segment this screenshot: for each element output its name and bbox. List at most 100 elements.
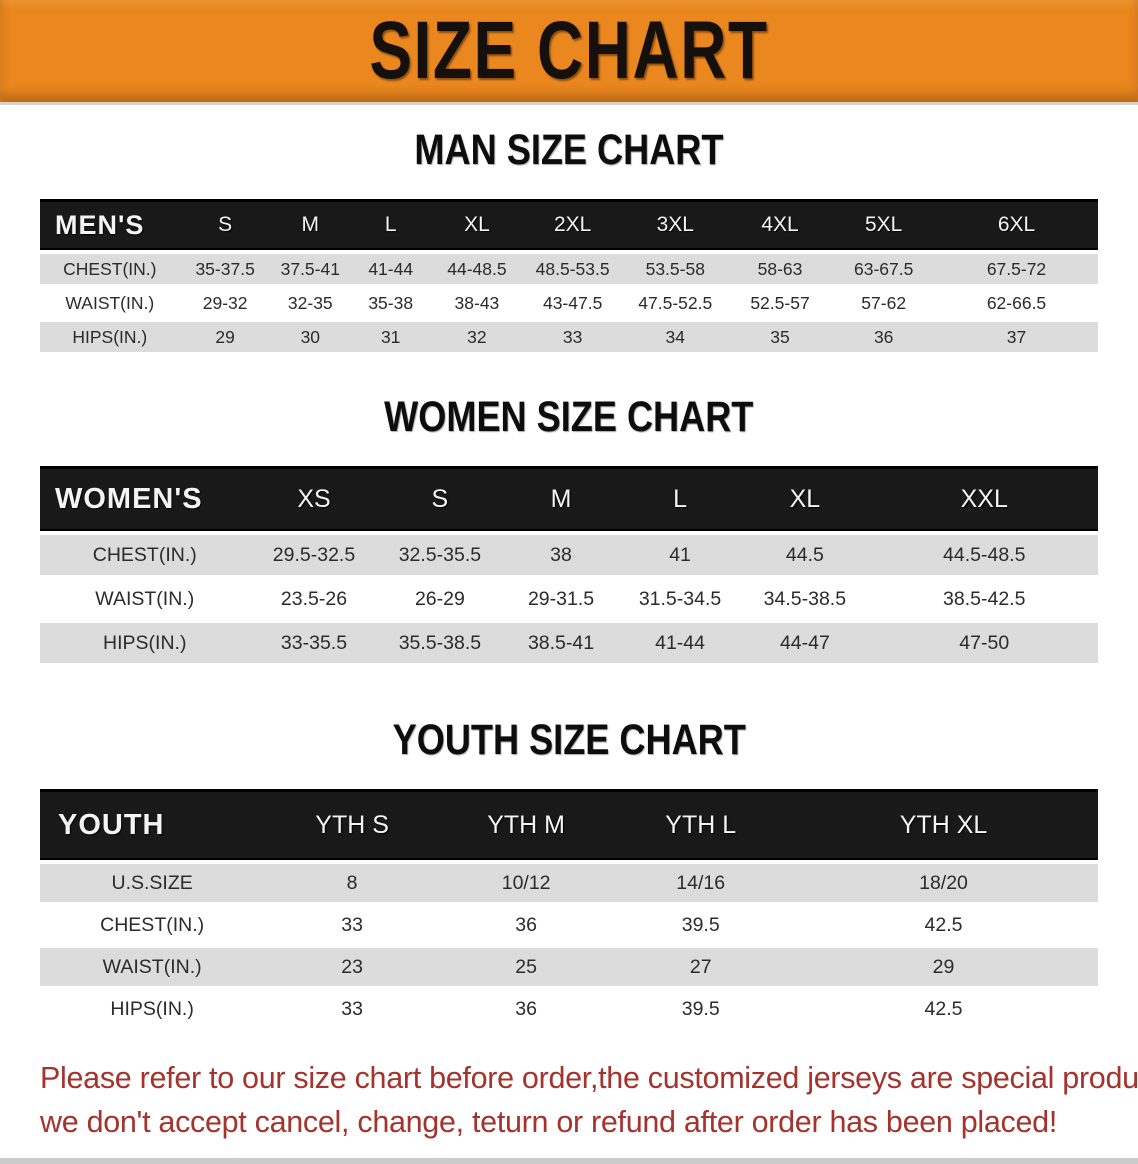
size-value-cell: 23 [341,955,363,978]
table-group-label: YOUTH [40,789,265,860]
size-value-cell: 29-32 [202,292,248,313]
size-value-cell: 8 [346,871,358,894]
row-label: CHEST(IN.) [92,543,197,566]
size-value-cell: 38-43 [454,292,500,313]
size-column-header: YTH S [264,789,440,860]
size-value-cell: 23.5-26 [280,587,348,610]
table-row: HIPS(IN.) 33-35.5 35.5-38.5 38.5-41 41-44 44-… [40,623,1098,663]
size-value-cell: 34.5-38.5 [763,587,847,610]
row-label: CHEST(IN.) [100,913,205,936]
size-value-cell: 44-47 [779,631,830,654]
table-row: HIPS(IN.) 33 36 39.5 42.5 [40,990,1098,1028]
row-label: HIPS(IN.) [110,997,194,1020]
row-label: U.S.SIZE [111,871,193,894]
size-value-cell: 37 [1006,326,1027,347]
size-table-header-row: MEN'S S M L XL 2XL 3XL 4XL 5XL 6XL [40,199,1098,250]
size-column-header: 6XL [935,199,1098,250]
size-value-cell: 30 [300,326,321,347]
size-column-header: 3XL [622,199,728,250]
size-value-cell: 38.5-42.5 [943,587,1026,610]
table-group-label: MEN'S [40,199,180,250]
size-value-cell: 41-44 [655,631,705,654]
size-value-cell: 34 [665,326,685,347]
size-column-header: YTH L [612,789,790,860]
section-heading-men: MAN SIZE CHART [414,126,724,174]
banner-title: SIZE CHART [369,5,769,96]
size-column-header: XS [249,466,379,531]
size-value-cell: 44-48.5 [447,258,507,279]
size-value-cell: 33 [341,913,363,936]
row-label: WAIST(IN.) [95,587,195,610]
size-column-header: S [378,466,502,531]
banner: SIZE CHART [0,0,1138,105]
size-value-cell: 36 [873,326,894,347]
size-value-cell: 67.5-72 [986,258,1047,279]
row-label: WAIST(IN.) [102,955,202,978]
size-column-header: XL [431,199,523,250]
order-notice-line1: Please refer to our size chart before or… [40,1061,1138,1095]
size-value-cell: 58-63 [757,258,803,279]
size-column-header: XXL [870,466,1098,531]
size-value-cell: 32.5-35.5 [398,543,482,566]
size-value-cell: 53.5-58 [645,258,705,279]
size-column-header: M [270,199,350,250]
size-value-cell: 43-47.5 [542,292,603,313]
size-column-header: 5XL [832,199,935,250]
section-heading-women: WOMEN SIZE CHART [384,393,754,441]
table-row: CHEST(IN.) 29.5-32.5 32.5-35.5 38 41 44.5 44.5… [40,535,1098,575]
size-value-cell: 44.5 [785,543,824,566]
row-label: HIPS(IN.) [103,631,187,654]
size-value-cell: 42.5 [924,997,963,1020]
row-label: WAIST(IN.) [65,292,155,313]
size-value-cell: 35-38 [368,292,414,313]
size-value-cell: 37.5-41 [280,258,340,279]
table-row: CHEST(IN.) 33 36 39.5 42.5 [40,906,1098,944]
size-value-cell: 25 [515,955,537,978]
size-column-header: YTH M [439,789,613,860]
size-value-cell: 36 [515,913,537,936]
men-size-table: MEN'S S M L XL 2XL 3XL 4XL 5XL 6XL CHEST(IN.) 35-37… [40,195,1098,356]
size-value-cell: 10/12 [501,871,551,894]
size-value-cell: 35-37.5 [195,258,255,279]
size-value-cell: 48.5-53.5 [535,258,610,279]
size-table-header-row: WOMEN'S XS S M L XL XXL [40,466,1098,531]
table-row: WAIST(IN.) 23 25 27 29 [40,948,1098,986]
size-value-cell: 52.5-57 [750,292,810,313]
size-column-header: M [501,466,621,531]
order-notice: Please refer to our size chart before or… [40,1056,1138,1144]
size-value-cell: 29 [215,326,235,347]
size-column-header: S [179,199,271,250]
size-value-cell: 26-29 [414,587,465,610]
size-value-cell: 47.5-52.5 [638,292,713,313]
bottom-edge-strip [0,1158,1138,1164]
size-value-cell: 29-31.5 [527,587,595,610]
size-column-header: 2XL [522,199,623,250]
size-value-cell: 31.5-34.5 [638,587,722,610]
section-heading-youth: YOUTH SIZE CHART [392,716,746,764]
size-value-cell: 33 [341,997,363,1020]
table-group-label: WOMEN'S [40,466,250,531]
size-value-cell: 47-50 [959,631,1010,654]
youth-size-table: YOUTH YTH S YTH M YTH L YTH XL U.S.SIZE 8 10/12… [40,785,1098,1032]
size-column-header: YTH XL [789,789,1098,860]
size-value-cell: 32 [467,326,487,347]
size-value-cell: 62-66.5 [986,292,1047,313]
size-value-cell: 32-35 [287,292,333,313]
size-column-header: L [620,466,740,531]
size-value-cell: 63-67.5 [854,258,914,279]
size-value-cell: 27 [689,955,712,978]
size-value-cell: 18/20 [919,871,968,894]
size-value-cell: 44.5-48.5 [943,543,1026,566]
size-value-cell: 41 [669,543,691,566]
size-value-cell: 39.5 [681,997,720,1020]
size-value-cell: 36 [515,997,537,1020]
table-row: WAIST(IN.) 29-32 32-35 35-38 38-43 43-47.5 47.… [40,288,1098,318]
size-value-cell: 29.5-32.5 [272,543,356,566]
size-column-header: L [349,199,432,250]
size-column-header: XL [739,466,871,531]
size-value-cell: 38 [550,543,572,566]
row-label: HIPS(IN.) [72,326,148,347]
women-size-table: WOMEN'S XS S M L XL XXL CHEST(IN.) 29.5-32.5 32.5… [40,462,1098,667]
size-value-cell: 38.5-41 [527,631,595,654]
